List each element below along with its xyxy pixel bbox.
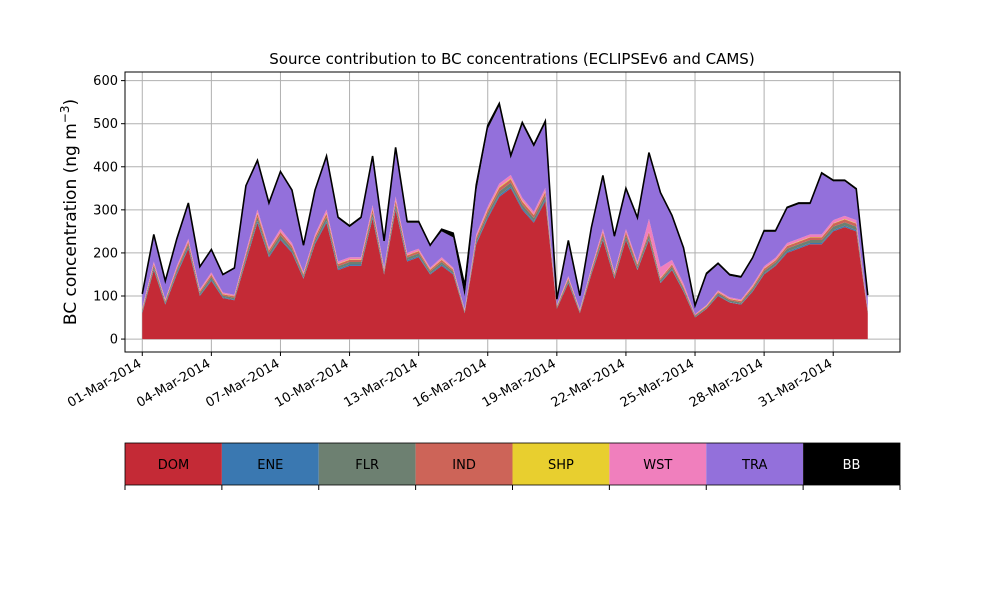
x-tick-label: 19-Mar-2014 xyxy=(480,356,559,410)
legend-label-dom: DOM xyxy=(158,458,189,473)
y-tick-label: 200 xyxy=(93,246,118,261)
y-tick-label: 0 xyxy=(110,333,118,348)
legend-colorbar: DOM ENE FLR IND SHP WST TRA BB xyxy=(124,442,901,490)
legend-swatch-ene xyxy=(221,443,319,485)
x-tick-label: 16-Mar-2014 xyxy=(411,356,490,410)
chart-title: Source contribution to BC concentrations… xyxy=(269,50,754,68)
legend-swatch-tra xyxy=(706,443,804,485)
legend-swatch-dom xyxy=(125,443,222,485)
y-axis-label-exponent: −3 xyxy=(58,105,72,123)
area-tra xyxy=(142,106,868,315)
legend-label-flr: FLR xyxy=(355,458,379,473)
legend-swatch-shp xyxy=(512,443,610,485)
x-tick-label: 25-Mar-2014 xyxy=(618,356,697,410)
legend-label-tra: TRA xyxy=(741,458,767,473)
x-tick-label: 31-Mar-2014 xyxy=(756,356,835,410)
x-tick-label: 28-Mar-2014 xyxy=(687,356,766,410)
x-tick-label: 01-Mar-2014 xyxy=(65,356,144,410)
y-tick-label: 100 xyxy=(93,290,118,305)
x-axis-ticks: 01-Mar-201404-Mar-201407-Mar-201410-Mar-… xyxy=(65,352,835,411)
legend-swatch-bb xyxy=(803,443,900,485)
x-tick-label: 13-Mar-2014 xyxy=(342,356,421,410)
y-axis-ticks: 0 100 200 300 400 500 600 xyxy=(93,74,125,348)
y-tick-label: 400 xyxy=(93,160,118,175)
legend-swatch-ind xyxy=(415,443,513,485)
y-tick-label: 500 xyxy=(93,117,118,132)
y-axis-label: BC concentration (ng m−3) xyxy=(58,99,81,325)
legend-label-ene: ENE xyxy=(257,458,283,473)
plot-frame xyxy=(124,71,901,353)
legend-label-ind: IND xyxy=(452,458,476,473)
x-tick-label: 10-Mar-2014 xyxy=(272,356,351,410)
area-dom xyxy=(142,188,868,340)
stacked-areas xyxy=(141,101,869,340)
x-tick-label: 04-Mar-2014 xyxy=(134,356,213,410)
y-tick-label: 600 xyxy=(93,74,118,89)
total-line xyxy=(141,101,869,309)
y-axis-label-close: ) xyxy=(61,99,81,106)
legend-label-wst: WST xyxy=(643,458,672,473)
legend-label-shp: SHP xyxy=(548,458,574,473)
legend-swatch-flr xyxy=(318,443,416,485)
legend-label-bb: BB xyxy=(843,458,861,473)
legend-swatch-wst xyxy=(609,443,707,485)
x-tick-label: 07-Mar-2014 xyxy=(203,356,282,410)
x-tick-label: 22-Mar-2014 xyxy=(549,356,628,410)
y-tick-label: 300 xyxy=(93,203,118,218)
y-axis-label-main: BC concentration (ng m xyxy=(61,123,81,325)
